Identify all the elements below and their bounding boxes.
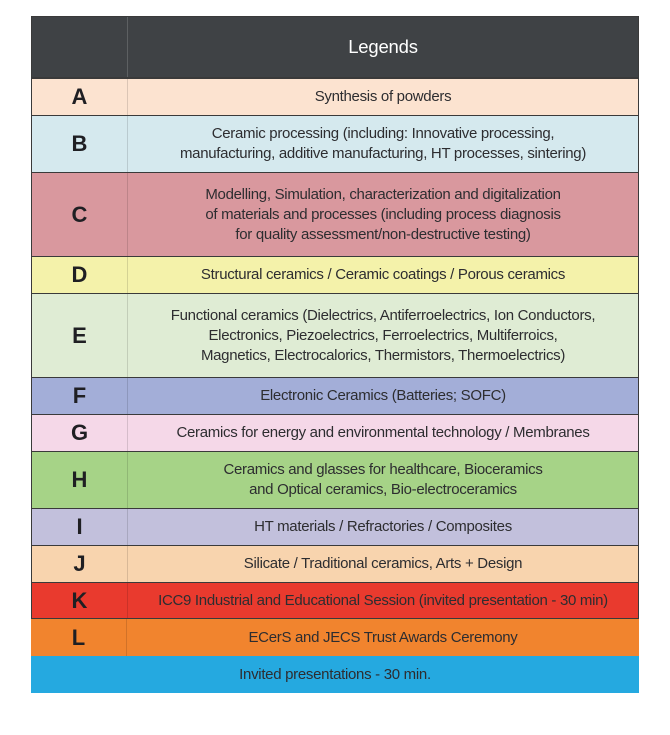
legend-row: I HT materials / Refractories / Composite… — [31, 508, 639, 545]
legend-title: Legends — [348, 36, 418, 57]
description-line: Ceramics and glasses for healthcare, Bio… — [223, 461, 543, 478]
row-letter: K — [32, 583, 128, 618]
description-line: Magnetics, Electrocalorics, Thermistors,… — [200, 346, 566, 364]
description-line: Electronics, Piezoelectrics, Ferroelectr… — [208, 326, 558, 344]
row-letter: F — [32, 378, 128, 414]
description-line: Invited presentations - 30 min. — [239, 665, 431, 683]
row-description: Structural ceramics / Ceramic coatings /… — [128, 257, 638, 293]
row-letter: D — [32, 257, 128, 293]
legend-row: G Ceramics for energy and environmental t… — [31, 414, 639, 451]
description-line: Synthesis of powders — [314, 88, 452, 105]
description-line: and Optical ceramics, Bio-electroceramic… — [249, 481, 517, 498]
row-letter: A — [32, 79, 128, 115]
row-description: Invited presentations - 30 min. — [31, 656, 639, 693]
legend-header: Legends — [31, 16, 639, 78]
row-description: Silicate / Traditional ceramics, Arts + … — [128, 546, 638, 582]
description-line: for quality assessment/non-destructive t… — [235, 225, 531, 243]
legend-row: K ICC9 Industrial and Educational Session… — [31, 582, 639, 619]
description-line: of materials and processes (including pr… — [205, 205, 561, 223]
legend-row: Invited presentations - 30 min. — [31, 656, 639, 693]
description-line: Modelling, Simulation, characterization … — [205, 185, 561, 203]
legend-row: D Structural ceramics / Ceramic coatings … — [31, 256, 639, 293]
legend-row: H Ceramics and glasses for healthcare, Bi… — [31, 451, 639, 508]
description-line: Electronic Ceramics (Batteries; SOFC) — [260, 387, 506, 404]
row-letter: L — [31, 619, 127, 656]
legend-header-title-cell: Legends — [128, 17, 638, 77]
row-letter: C — [32, 173, 128, 256]
row-letter: E — [32, 294, 128, 377]
row-description: HT materials / Refractories / Composites — [128, 509, 638, 545]
legend-row: F Electronic Ceramics (Batteries; SOFC) — [31, 377, 639, 414]
row-description: Synthesis of powders — [128, 79, 638, 115]
description-line: ICC9 Industrial and Educational Session … — [158, 591, 608, 609]
legend-row: A Synthesis of powders — [31, 78, 639, 115]
legend-row: C Modelling, Simulation, characterization… — [31, 172, 639, 256]
row-letter: G — [32, 415, 128, 451]
legend-row: B Ceramic processing (including: Innovati… — [31, 115, 639, 172]
legend-table: Legends A Synthesis of powders B Ceramic pr… — [31, 16, 639, 693]
description-line: Structural ceramics / Ceramic coatings /… — [200, 266, 566, 283]
legend-rows: A Synthesis of powders B Ceramic processing… — [31, 78, 639, 693]
description-line: Ceramics for energy and environmental te… — [176, 424, 590, 441]
row-letter: H — [32, 452, 128, 508]
description-line: ECerS and JECS Trust Awards Ceremony — [248, 628, 518, 646]
row-description: Modelling, Simulation, characterization … — [128, 173, 638, 256]
description-line: manufacturing, additive manufacturing, H… — [179, 145, 587, 162]
row-description: Electronic Ceramics (Batteries; SOFC) — [128, 378, 638, 414]
row-letter: I — [32, 509, 128, 545]
description-line: Functional ceramics (Dielectrics, Antife… — [170, 306, 596, 324]
description-line: HT materials / Refractories / Composites — [254, 518, 512, 535]
description-line: Silicate / Traditional ceramics, Arts + … — [243, 555, 523, 572]
row-description: Ceramic processing (including: Innovativ… — [128, 116, 638, 172]
row-letter: J — [32, 546, 128, 582]
row-description: ECerS and JECS Trust Awards Ceremony — [127, 619, 639, 656]
row-description: Functional ceramics (Dielectrics, Antife… — [128, 294, 638, 377]
row-description: Ceramics and glasses for healthcare, Bio… — [128, 452, 638, 508]
row-letter: B — [32, 116, 128, 172]
legend-row: E Functional ceramics (Dielectrics, Antif… — [31, 293, 639, 377]
description-line: Ceramic processing (including: Innovativ… — [211, 125, 555, 142]
row-description: ICC9 Industrial and Educational Session … — [128, 583, 638, 618]
row-description: Ceramics for energy and environmental te… — [128, 415, 638, 451]
legend-row: J Silicate / Traditional ceramics, Arts +… — [31, 545, 639, 582]
legend-header-letter-spacer — [32, 17, 128, 77]
legend-row: L ECerS and JECS Trust Awards Ceremony — [31, 619, 639, 656]
